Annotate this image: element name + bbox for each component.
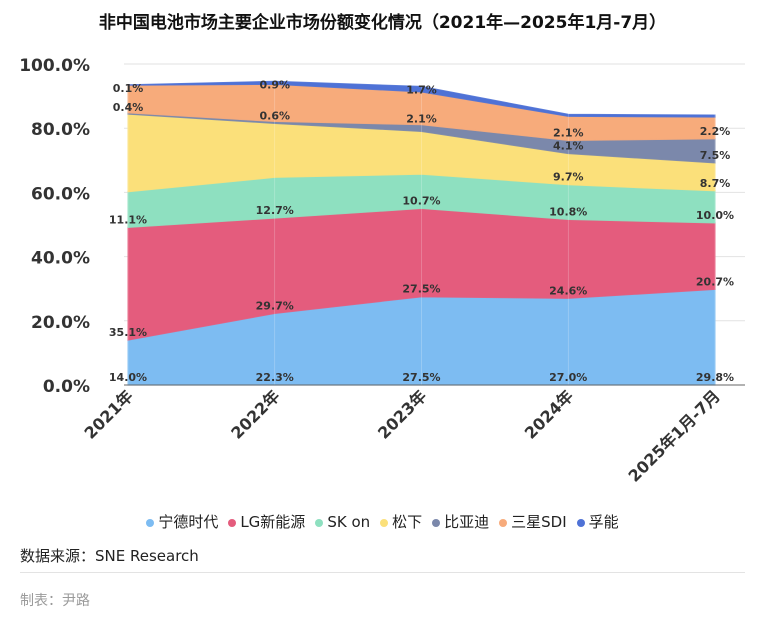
y-tick-label: 40.0% (31, 249, 90, 269)
data-label: 12.7% (256, 204, 294, 217)
data-label: 29.7% (256, 299, 294, 312)
legend: 宁德时代 LG新能源 SK on 松下 比亚迪 三星SDI 孚能 (0, 511, 765, 532)
y-tick-label: 60.0% (31, 184, 90, 204)
legend-marker (432, 518, 441, 527)
legend-label: 三星SDI (511, 513, 567, 531)
legend-item: 三星SDI (499, 511, 567, 532)
data-label: 2.1% (406, 113, 437, 126)
data-label: 20.7% (696, 275, 734, 288)
data-source: 数据来源：SNE Research (20, 547, 199, 565)
legend-item: 孚能 (576, 511, 619, 532)
area-chart: 0.0%20.0%40.0%60.0%80.0%100.0%2021年 2022年… (19, 56, 745, 486)
legend-item: 比亚迪 (432, 511, 489, 532)
data-labels: 14.0% 22.3% 27.5% 27.0% 29.8% 35.1% 29.7% 27.5%… (109, 78, 734, 384)
x-tick-label: 2022年 (227, 386, 283, 442)
legend-item: 松下 (380, 511, 422, 532)
legend-label: SK on (327, 513, 371, 531)
data-label: 4.1% (553, 140, 584, 153)
legend-label: 比亚迪 (444, 513, 490, 531)
legend-item: LG新能源 (228, 511, 305, 532)
legend-item: 宁德时代 (146, 511, 218, 532)
divider (20, 572, 745, 573)
data-label: 10.7% (402, 194, 440, 207)
data-label: 0.6% (259, 109, 290, 122)
legend-label: 孚能 (588, 513, 619, 531)
data-label: 22.3% (256, 371, 294, 384)
data-label: 27.5% (402, 283, 440, 296)
data-label: 7.5% (700, 149, 731, 162)
legend-label: LG新能源 (240, 513, 306, 531)
data-label: 0.9% (259, 78, 290, 91)
data-label: 10.0% (696, 209, 734, 222)
legend-label: 松下 (392, 513, 423, 531)
data-label: 10.8% (549, 205, 587, 218)
legend-marker (380, 518, 389, 527)
chart-maker: 制表：尹路 (20, 593, 90, 609)
data-label: 8.7% (700, 177, 731, 190)
data-label: 2.2% (700, 125, 731, 138)
data-label: 11.1% (109, 213, 147, 226)
y-tick-label: 0.0% (43, 377, 90, 397)
data-label: 0.1% (113, 82, 144, 95)
data-label: 24.6% (549, 284, 587, 297)
data-label: 14.0% (109, 371, 147, 384)
data-label: 27.5% (402, 371, 440, 384)
y-tick-label: 100.0% (19, 56, 90, 76)
data-label: 9.7% (553, 171, 584, 184)
data-label: 0.4% (113, 101, 144, 114)
legend-marker (499, 518, 508, 527)
area-孚能 (127, 80, 716, 118)
data-label: 35.1% (109, 326, 147, 339)
data-label: 27.0% (549, 371, 587, 384)
y-tick-label: 80.0% (31, 120, 90, 140)
x-tick-label: 2023年 (374, 386, 430, 442)
data-label: 1.7% (406, 83, 437, 96)
legend-marker (228, 518, 237, 527)
legend-item: SK on (315, 513, 370, 531)
data-label: 2.1% (553, 126, 584, 139)
x-tick-label: 2024年 (521, 386, 577, 442)
legend-label: 宁德时代 (158, 513, 219, 531)
series-areas (127, 76, 716, 386)
legend-marker (315, 518, 324, 527)
y-tick-label: 20.0% (31, 313, 90, 333)
chart-title: 非中国电池市场主要企业市场份额变化情况（2021年—2025年1月-7月） (98, 13, 667, 33)
data-label: 29.8% (696, 371, 734, 384)
legend-marker (146, 518, 155, 527)
legend-marker (576, 518, 585, 527)
x-tick-label: 2025年1月-7月 (625, 386, 724, 485)
